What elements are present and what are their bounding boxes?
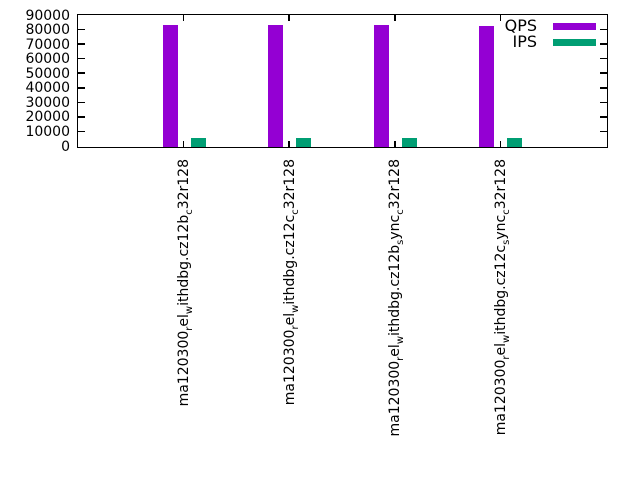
y-tick-label: 30000	[25, 94, 70, 111]
bar-qps-0	[162, 24, 178, 147]
y-tick-mark	[78, 43, 85, 45]
legend-row-qps: QPS	[505, 18, 596, 34]
y-tick-mark	[78, 57, 85, 60]
y-tick-mark	[600, 130, 607, 133]
y-tick-mark	[78, 101, 85, 104]
y-tick-mark	[600, 43, 607, 45]
x-tick-mark	[499, 141, 502, 147]
legend: QPS IPS	[505, 18, 596, 50]
x-tick-mark	[394, 141, 396, 147]
y-tick-mark	[78, 28, 85, 31]
y-tick-label: 40000	[25, 80, 70, 97]
y-tick-label: 80000	[25, 22, 70, 39]
bar-qps-2	[373, 24, 389, 147]
x-tick-mark	[182, 141, 185, 147]
y-tick-mark	[600, 28, 607, 31]
y-tick-label: 90000	[25, 7, 70, 24]
y-tick-mark	[600, 116, 607, 118]
y-tick-label: 70000	[25, 36, 70, 53]
y-tick-mark	[600, 101, 607, 104]
x-tick-mark	[288, 141, 290, 147]
y-tick-mark	[600, 57, 607, 60]
y-tick-mark	[78, 72, 85, 74]
bar-qps-1	[268, 24, 284, 147]
legend-row-ips: IPS	[505, 34, 596, 50]
y-tick-label: 0	[61, 138, 70, 155]
y-tick-label: 60000	[25, 51, 70, 68]
legend-label-qps: QPS	[504, 16, 537, 35]
x-tick-mark	[288, 15, 290, 21]
y-tick-mark	[78, 116, 85, 118]
bar-ips-1	[296, 138, 312, 147]
bar-qps-3	[479, 25, 495, 147]
y-tick-mark	[600, 87, 607, 89]
bar-ips-2	[401, 138, 417, 147]
y-tick-label: 20000	[25, 109, 70, 126]
legend-label-ips: IPS	[512, 32, 537, 51]
x-tick-mark	[394, 15, 396, 21]
legend-swatch-ips	[553, 38, 596, 46]
y-tick-mark	[78, 87, 85, 89]
plot-area	[77, 14, 608, 148]
y-tick-label: 50000	[25, 65, 70, 82]
bar-ips-0	[190, 138, 206, 147]
y-tick-mark	[600, 72, 607, 74]
legend-swatch-qps	[553, 22, 596, 30]
y-tick-label: 10000	[25, 123, 70, 140]
y-tick-mark	[78, 130, 85, 133]
x-tick-mark	[182, 15, 185, 21]
x-tick-mark	[499, 15, 502, 21]
bar-ips-3	[507, 138, 523, 147]
